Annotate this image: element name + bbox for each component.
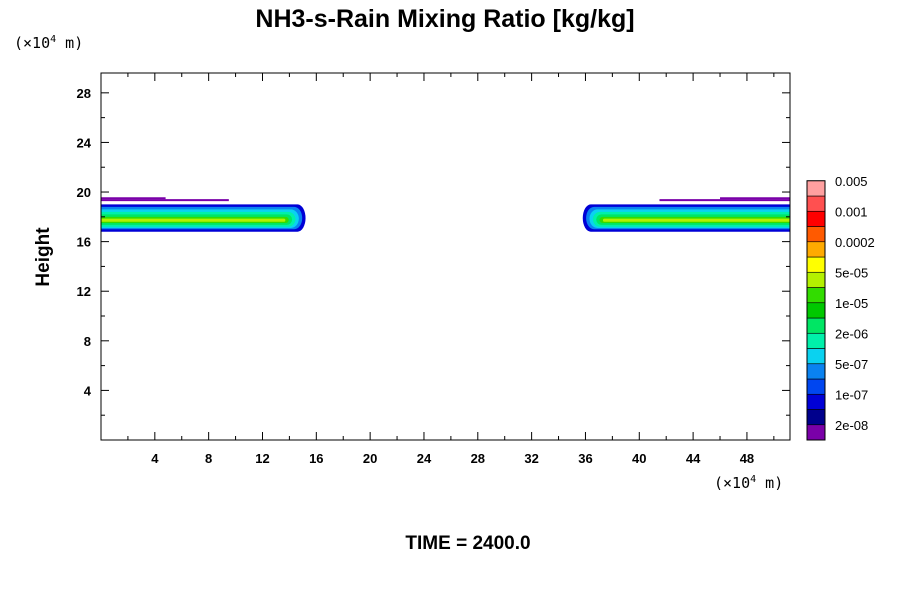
colorbar-swatch-5 [806, 348, 826, 365]
colorbar-swatch-0 [806, 424, 826, 441]
colorbar-swatch-10 [806, 271, 826, 288]
colorbar-swatch-11 [806, 256, 826, 273]
x-unit-label: (×104 m) [714, 474, 783, 492]
colorbar-frame [806, 180, 826, 441]
contour-band-left-6 [101, 218, 286, 222]
y-tick-label-3: 16 [77, 235, 91, 250]
colorbar-label-4: 1e-05 [835, 296, 868, 311]
colorbar-swatch-16 [806, 180, 826, 197]
plot-frame [100, 72, 791, 441]
y-tick-label-6: 28 [77, 86, 91, 101]
colorbar-swatch-14 [806, 210, 826, 227]
y-unit-label: (×104 m) [14, 34, 83, 52]
colorbar-swatch-3 [806, 378, 826, 395]
colorbar-label-7: 0.001 [835, 204, 868, 219]
colorbar-swatch-8 [806, 302, 826, 319]
contour-field [101, 197, 790, 232]
colorbar-label-1: 1e-07 [835, 387, 868, 402]
x-tick-label-10: 44 [686, 451, 701, 466]
colorbar-swatch-6 [806, 332, 826, 349]
x-tick-label-5: 24 [417, 451, 432, 466]
y-axis-label: Height [33, 227, 54, 287]
y-tick-label-0: 4 [84, 383, 92, 398]
colorbar-label-0: 2e-08 [835, 418, 868, 433]
colorbar-label-5: 5e-05 [835, 265, 868, 280]
x-tick-label-1: 8 [205, 451, 212, 466]
colorbar-swatch-7 [806, 317, 826, 334]
colorbar-swatch-4 [806, 363, 826, 380]
x-tick-label-0: 4 [151, 451, 159, 466]
x-tick-label-9: 40 [632, 451, 646, 466]
x-axis: 4 8 12 16 20 24 28 32 36 40 44 48 [127, 73, 775, 466]
chart-title: NH3-s-Rain Mixing Ratio [kg/kg] [255, 5, 634, 33]
x-tick-label-11: 48 [740, 451, 754, 466]
colorbar-swatch-12 [806, 241, 826, 258]
colorbar-label-6: 0.0002 [835, 235, 875, 250]
x-tick-label-8: 36 [578, 451, 592, 466]
contour-band-right-6 [602, 218, 790, 222]
y-tick-label-2: 12 [77, 284, 91, 299]
colorbar-swatch-2 [806, 393, 826, 410]
colorbar-swatch-13 [806, 226, 826, 243]
time-label: TIME = 2400.0 [405, 533, 530, 554]
colorbar-label-3: 2e-06 [835, 326, 868, 341]
colorbar-swatch-1 [806, 409, 826, 426]
x-tick-label-4: 20 [363, 451, 377, 466]
y-tick-label-1: 8 [84, 334, 91, 349]
colorbar: 2e-08 1e-07 5e-07 2e-06 1e-05 5e-05 0.0002 0.00… [806, 174, 875, 441]
y-tick-label-4: 20 [77, 185, 91, 200]
contour-region-left [101, 204, 306, 232]
y-axis: 4 8 12 16 20 24 28 [77, 86, 790, 416]
x-tick-label-6: 28 [471, 451, 485, 466]
colorbar-swatch-9 [806, 287, 826, 304]
x-tick-label-7: 32 [524, 451, 538, 466]
x-tick-label-3: 16 [309, 451, 323, 466]
colorbar-label-2: 5e-07 [835, 357, 868, 372]
x-tick-label-2: 12 [255, 451, 269, 466]
colorbar-swatch-15 [806, 195, 826, 212]
colorbar-label-8: 0.005 [835, 174, 868, 189]
contour-region-right [582, 204, 790, 232]
y-tick-label-5: 24 [77, 135, 92, 150]
